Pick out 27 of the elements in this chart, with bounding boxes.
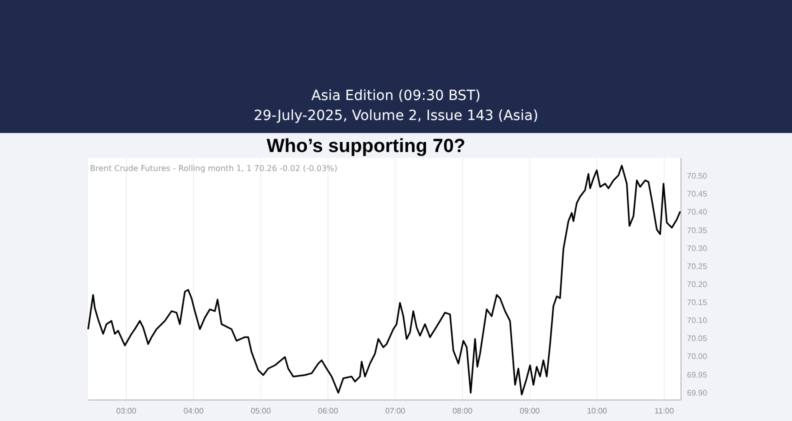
x-tick-label: 11:00 — [654, 406, 674, 416]
annotation: Brent Crude Futures - Rolling month 1, 1 70.26 -0.02 (-0.03%) — [90, 164, 338, 173]
y-tick-label: 69.95 — [687, 370, 708, 380]
y-tick-label: 69.90 — [687, 388, 708, 398]
y-tick-label: 70.05 — [687, 334, 708, 344]
x-tick-label: 08:00 — [452, 406, 474, 416]
chart-title: Who’s supporting 70? — [266, 136, 466, 157]
line-series — [87, 164, 681, 396]
text: 29-July-2025, Volume 2, Issue 143 (Asia) — [254, 108, 538, 124]
y-tick-label: 70.50 — [687, 172, 708, 181]
x-tick-label: 07:00 — [385, 406, 406, 416]
y-tick-label: 70.40 — [687, 208, 708, 217]
x-tick-label: 09:00 — [520, 406, 540, 416]
y-tick-label: 70.25 — [687, 262, 708, 271]
text: Asia Edition (09:30 BST) — [311, 88, 481, 104]
y-tick-label: 70.45 — [687, 190, 708, 199]
x-tick-label: 03:00 — [116, 406, 137, 416]
x-tick-label: 06:00 — [318, 406, 339, 416]
y-tick-label: 70.10 — [687, 316, 708, 326]
x-tick-label: 04:00 — [184, 406, 204, 416]
y-tick-label: 70.30 — [687, 244, 708, 253]
x-tick-label: 05:00 — [250, 406, 272, 416]
y-tick-label: 70.00 — [687, 352, 708, 362]
y-tick-label: 70.35 — [687, 226, 708, 235]
y-tick-label: 70.20 — [687, 280, 708, 289]
x-tick-label: 10:00 — [586, 406, 608, 416]
y-tick-label: 70.15 — [687, 298, 708, 308]
